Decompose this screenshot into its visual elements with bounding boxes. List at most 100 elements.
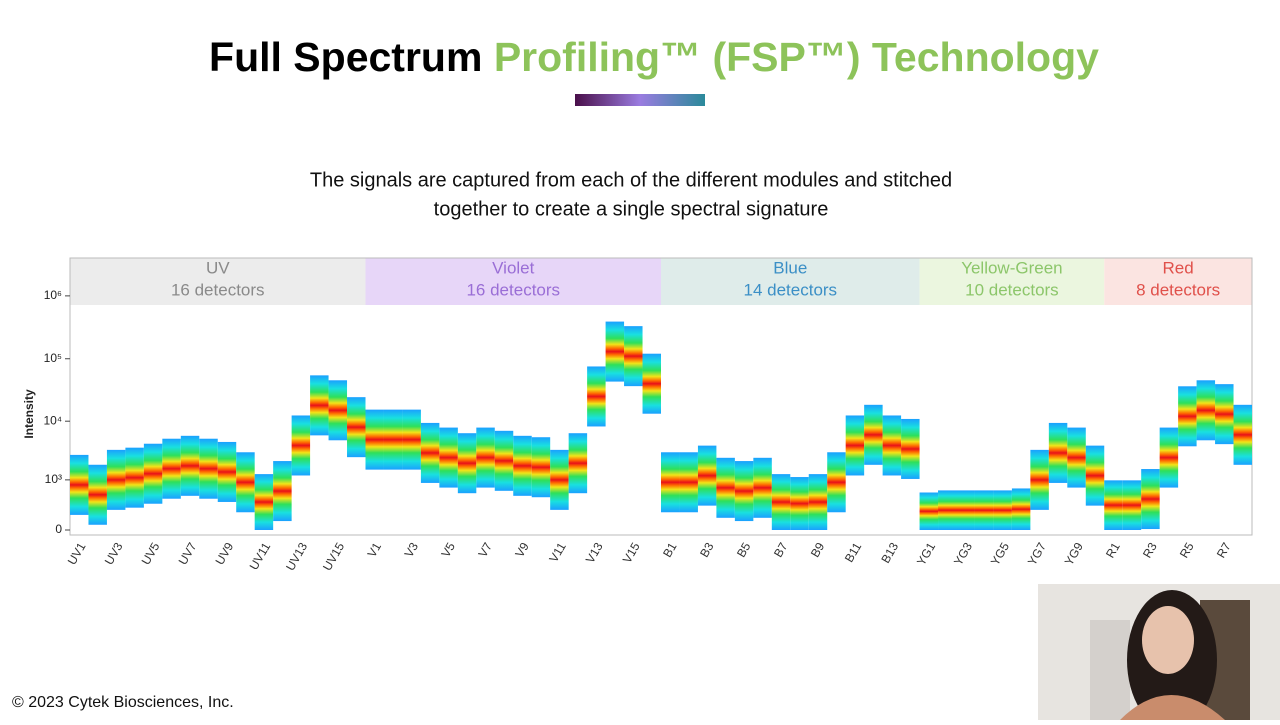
detector-column (642, 353, 661, 414)
x-tick-label: R1 (1103, 540, 1123, 561)
detector-column (956, 490, 975, 530)
x-tick-label: YG3 (951, 540, 975, 568)
detector-column (808, 474, 828, 530)
title-underline (575, 94, 705, 106)
x-tick-label: YG5 (988, 540, 1012, 568)
chart: UV 16 detectors Violet 16 detectors Blue 14 d… (22, 257, 1253, 573)
detector-column (827, 452, 846, 513)
group-count: 8 detectors (1136, 280, 1220, 299)
group-band (661, 258, 920, 305)
y-axis-label: Intensity (22, 389, 36, 439)
detector-column (624, 326, 643, 387)
group-name: Blue (773, 258, 807, 277)
subtitle-line: together to create a single spectral sig… (434, 198, 829, 220)
detector-column (1178, 386, 1197, 447)
detector-column (125, 447, 144, 508)
group-band (365, 258, 661, 305)
detector-column (402, 409, 421, 470)
x-tick-label: V7 (475, 540, 495, 560)
x-tick-label: R7 (1214, 540, 1234, 561)
x-tick-label: B9 (808, 540, 828, 560)
detector-column (1048, 422, 1068, 483)
group-count: 14 detectors (744, 280, 838, 299)
x-tick-label: B11 (842, 540, 865, 565)
detector-column (901, 418, 920, 479)
x-tick-label: UV11 (247, 540, 274, 573)
detector-column (88, 464, 107, 525)
detector-column (1085, 445, 1105, 506)
x-tick-label: UV15 (320, 540, 347, 573)
detector-column (605, 321, 625, 382)
detector-column (217, 441, 237, 502)
detector-column (1122, 480, 1142, 530)
detector-column (1011, 488, 1031, 530)
x-tick-label: YG7 (1025, 540, 1049, 568)
detector-column (587, 366, 606, 427)
title-green: Profiling™ (FSP™) Technology (494, 34, 1099, 80)
detector-column (679, 452, 698, 513)
x-tick-label: V3 (402, 540, 422, 560)
group-count: 16 detectors (466, 280, 560, 299)
x-tick-label: YG9 (1062, 540, 1086, 568)
y-tick-label: 10³ (45, 472, 62, 486)
detector-column (550, 449, 569, 510)
y-tick-label: 10⁴ (43, 413, 62, 427)
group-count: 16 detectors (171, 280, 265, 299)
detector-column (661, 452, 680, 513)
group-band (919, 258, 1105, 305)
webcam (1038, 584, 1280, 725)
detector-column (143, 443, 163, 504)
detector-column (291, 415, 311, 476)
x-tick-label: B3 (697, 540, 717, 560)
x-tick-label: R5 (1177, 540, 1197, 561)
detector-column (347, 397, 366, 458)
webcam-body (1120, 695, 1225, 720)
detector-column (1030, 449, 1049, 510)
group-name: Violet (492, 258, 534, 277)
x-tick-label: UV1 (65, 540, 89, 567)
group-band (1104, 258, 1252, 305)
detector-column (716, 457, 735, 518)
detector-column (439, 427, 458, 488)
detector-column (697, 445, 717, 506)
x-tick-label: UV5 (139, 540, 163, 567)
detector-column (1159, 427, 1179, 488)
detector-column (457, 433, 477, 494)
webcam-face (1142, 606, 1194, 674)
detector-column (383, 409, 403, 470)
detector-column (236, 452, 255, 513)
detector-column (494, 430, 514, 491)
detector-column (1104, 480, 1123, 530)
detector-column (106, 449, 126, 510)
group-name: Red (1163, 258, 1194, 277)
detector-column (70, 454, 89, 515)
x-tick-label: UV9 (213, 540, 237, 567)
y-tick-label: 10⁶ (44, 288, 62, 302)
detector-column (938, 490, 957, 530)
webcam-door (1090, 620, 1130, 720)
detector-column (254, 474, 274, 530)
detector-column (273, 461, 292, 522)
title-black: Full Spectrum (209, 34, 482, 80)
detector-column (531, 437, 551, 498)
x-tick-label: V15 (620, 540, 643, 566)
detector-column (864, 404, 883, 465)
x-tick-label: UV3 (102, 540, 126, 567)
detector-column (734, 461, 754, 522)
group-name: Yellow-Green (961, 258, 1062, 277)
detector-column (882, 415, 902, 476)
footer: © 2023 Cytek Biosciences, Inc. (12, 694, 234, 711)
detector-column (845, 415, 865, 476)
detector-column (753, 457, 772, 518)
detector-column (199, 438, 218, 499)
x-tick-label: V11 (546, 540, 569, 565)
group-name: UV (206, 258, 230, 277)
detector-column (919, 492, 939, 530)
detector-column (310, 375, 329, 436)
detector-column (993, 490, 1012, 530)
x-tick-label: B13 (878, 540, 901, 566)
x-tick-label: V9 (512, 540, 532, 560)
x-tick-label: UV7 (176, 540, 200, 567)
